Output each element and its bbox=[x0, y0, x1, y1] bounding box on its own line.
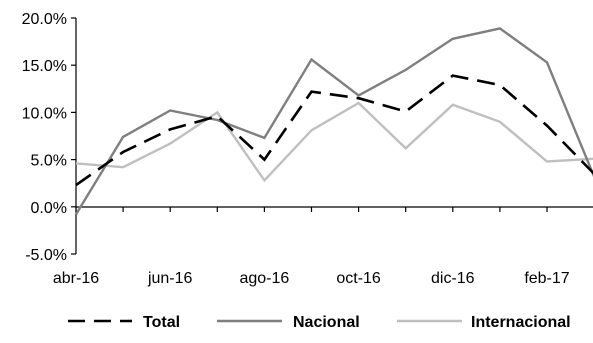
legend-label: Total bbox=[143, 314, 180, 331]
y-tick-label: 20.0% bbox=[22, 11, 67, 28]
x-tick-label: feb-17 bbox=[524, 270, 569, 287]
x-tick-label: ago-16 bbox=[239, 270, 289, 287]
legend: Total Nacional Internacional bbox=[68, 314, 571, 331]
legend-item-total: Total bbox=[68, 314, 180, 331]
y-tick-label: 15.0% bbox=[22, 58, 67, 75]
y-tick-label: 10.0% bbox=[22, 105, 67, 122]
legend-label: Internacional bbox=[471, 314, 571, 331]
y-tick-label: 0.0% bbox=[31, 200, 67, 217]
series-line-nacional bbox=[74, 27, 593, 216]
series-lines bbox=[74, 27, 593, 216]
series-line-total bbox=[75, 74, 593, 187]
legend-item-nacional: Nacional bbox=[217, 314, 360, 331]
x-tick-label: abr-16 bbox=[53, 270, 99, 287]
y-tick-label: 5.0% bbox=[31, 153, 67, 170]
tick-labels: -5.0% 0.0% 5.0% 10.0% 15.0% 20.0% abr-16 jun-16… bbox=[22, 11, 570, 287]
x-tick-label: dic-16 bbox=[431, 270, 475, 287]
series-line-internacional bbox=[75, 101, 593, 183]
axes bbox=[71, 17, 593, 255]
x-tick-label: oct-16 bbox=[336, 270, 381, 287]
legend-item-internacional: Internacional bbox=[397, 314, 571, 331]
y-tick-label: -5.0% bbox=[25, 247, 67, 264]
x-tick-label: jun-16 bbox=[147, 270, 193, 287]
legend-label: Nacional bbox=[293, 314, 360, 331]
